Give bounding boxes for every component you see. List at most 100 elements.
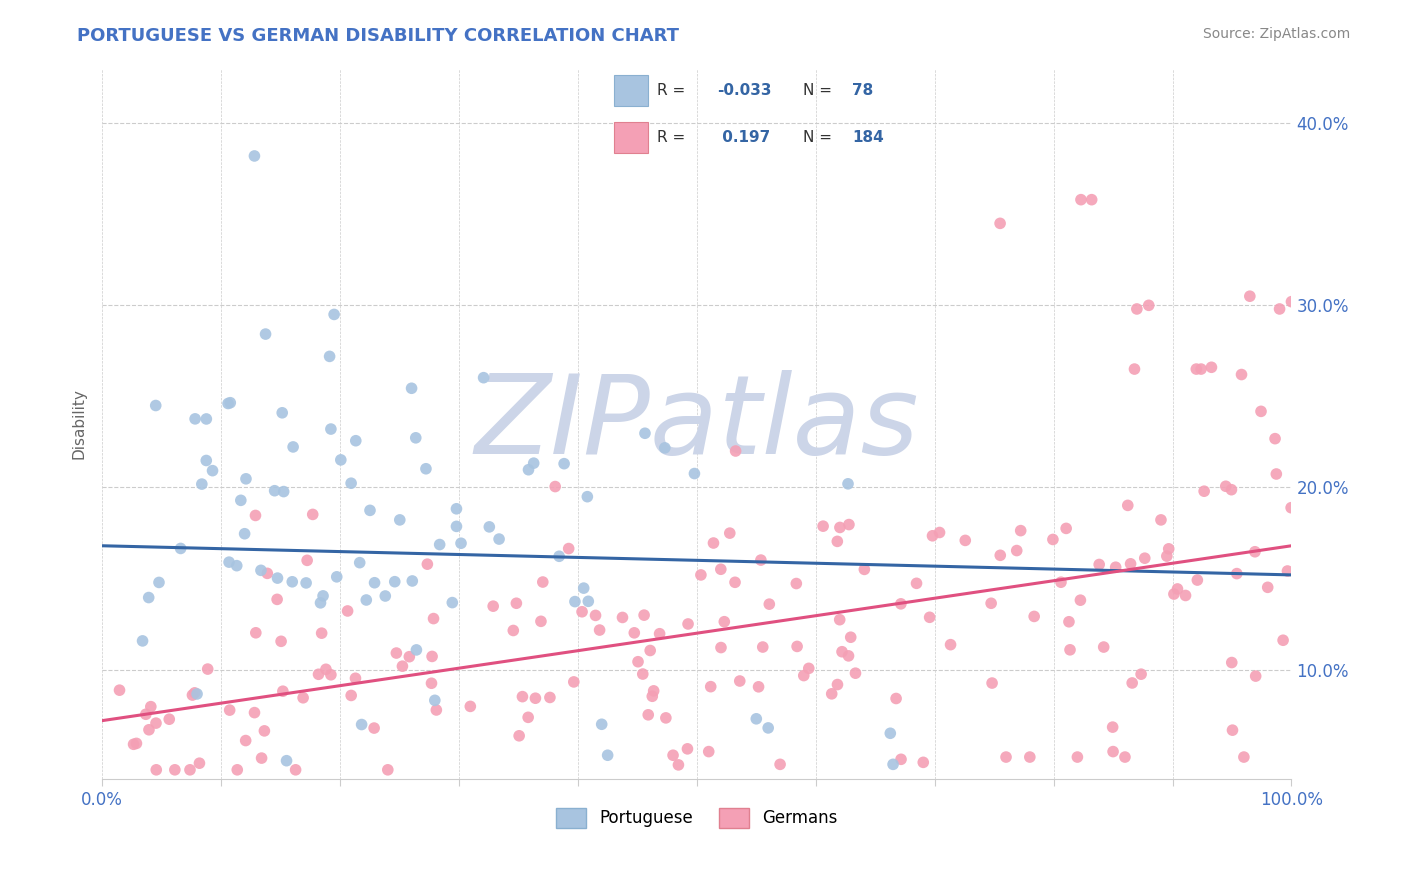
Point (548, 549, 571, 564)
Point (1059, 642, 1081, 657)
Point (676, 742, 699, 756)
Point (1277, 564, 1299, 578)
Bar (614, 75, 648, 105)
Point (225, 558, 247, 573)
Point (356, 593, 378, 607)
Point (699, 680, 721, 694)
Point (981, 676, 1004, 690)
Point (450, 536, 472, 550)
Point (388, 513, 411, 527)
Point (517, 710, 540, 724)
Point (745, 712, 768, 726)
Y-axis label: Disability: Disability (72, 388, 86, 459)
Point (218, 555, 240, 569)
Point (401, 574, 423, 588)
Point (374, 589, 396, 603)
Point (131, 633, 153, 648)
Point (756, 721, 779, 735)
Point (271, 684, 294, 698)
Point (318, 350, 340, 364)
Point (1150, 513, 1173, 527)
Point (980, 596, 1002, 610)
Point (988, 549, 1011, 563)
Point (1054, 521, 1077, 535)
Point (758, 597, 780, 611)
Point (1010, 524, 1032, 538)
Point (596, 748, 619, 763)
Point (235, 472, 257, 486)
Point (284, 763, 307, 777)
Point (710, 640, 733, 655)
Point (340, 476, 363, 491)
Point (276, 754, 298, 768)
Point (219, 395, 242, 409)
Point (1268, 301, 1291, 316)
Point (266, 571, 288, 585)
Point (281, 440, 304, 454)
Point (1222, 723, 1244, 738)
Point (308, 667, 330, 681)
Point (263, 483, 285, 498)
Point (928, 525, 950, 540)
Point (585, 608, 607, 623)
Point (135, 707, 157, 722)
Point (311, 626, 333, 640)
Point (422, 611, 444, 625)
Point (627, 655, 650, 669)
Point (1005, 543, 1028, 558)
Point (1050, 575, 1073, 590)
Point (1187, 573, 1209, 587)
Point (319, 667, 342, 681)
Point (654, 441, 676, 455)
Point (1119, 557, 1142, 571)
Point (420, 649, 443, 664)
Text: -0.033: -0.033 (717, 83, 772, 97)
Point (1250, 404, 1272, 418)
Point (793, 668, 815, 682)
Point (1215, 479, 1237, 493)
Bar (614, 122, 648, 153)
Point (921, 529, 943, 543)
Point (572, 581, 595, 595)
Point (195, 453, 218, 467)
Point (336, 604, 359, 618)
Point (256, 566, 278, 581)
Point (1166, 582, 1188, 596)
Point (728, 673, 751, 688)
Point (839, 630, 862, 644)
Point (879, 726, 901, 740)
Point (420, 676, 443, 690)
Point (138, 723, 160, 737)
Point (571, 605, 593, 619)
Point (837, 476, 859, 491)
Point (512, 690, 534, 704)
Point (662, 748, 685, 763)
Point (769, 757, 792, 772)
Point (1042, 533, 1064, 547)
Point (243, 706, 266, 720)
Point (1163, 587, 1185, 601)
Point (576, 594, 599, 608)
Point (250, 563, 273, 577)
Point (1230, 368, 1253, 382)
Point (1130, 667, 1153, 681)
Point (1133, 551, 1156, 566)
Point (1069, 593, 1091, 607)
Point (349, 556, 371, 570)
Point (786, 640, 808, 654)
Text: R =: R = (658, 130, 690, 145)
Point (218, 703, 240, 717)
Point (827, 534, 849, 549)
Point (233, 526, 256, 541)
Point (713, 615, 735, 629)
Point (1105, 560, 1128, 574)
Point (643, 684, 665, 698)
Point (831, 645, 853, 659)
Point (853, 562, 876, 576)
Point (1066, 750, 1088, 764)
Point (517, 463, 540, 477)
Point (623, 625, 645, 640)
Point (359, 503, 381, 517)
Text: Source: ZipAtlas.com: Source: ZipAtlas.com (1202, 27, 1350, 41)
Point (229, 493, 252, 508)
